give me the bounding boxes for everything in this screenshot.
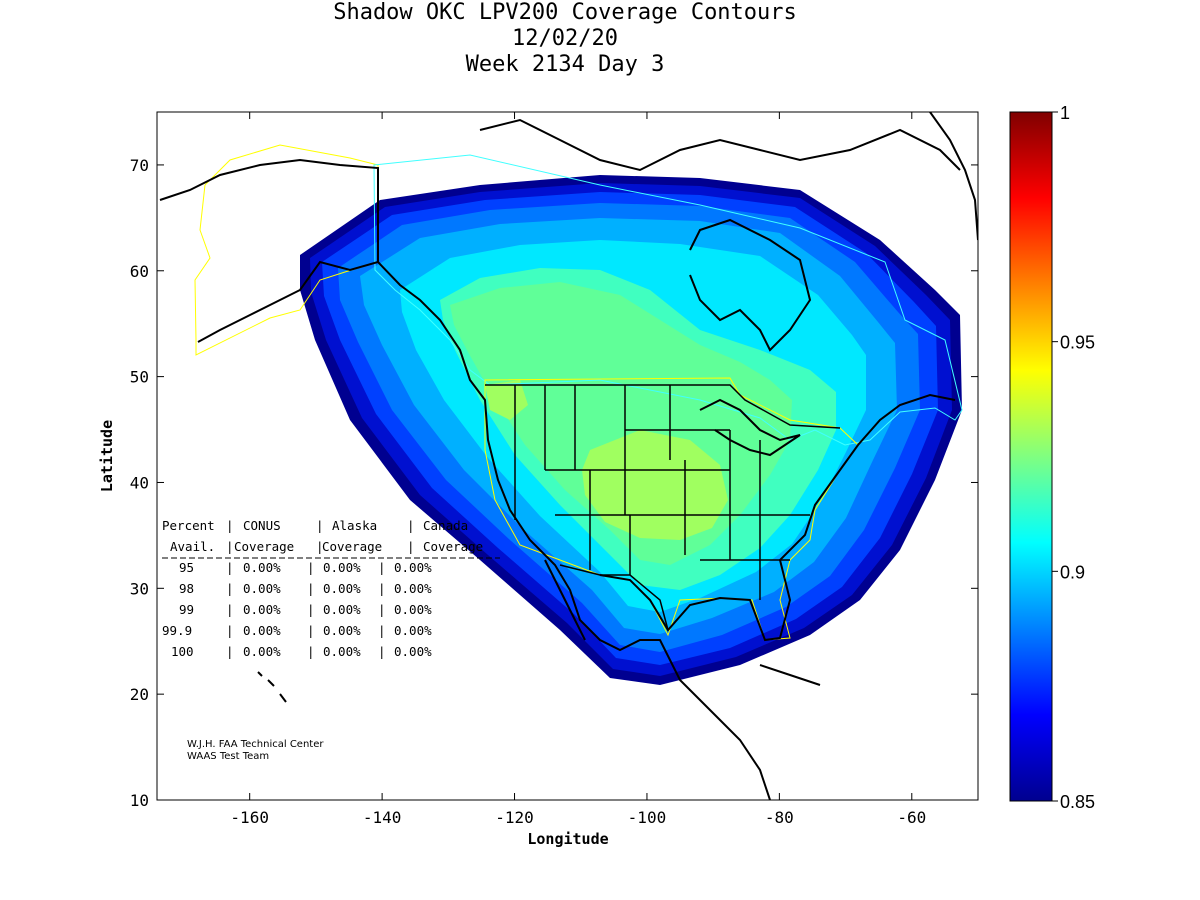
table-cell-canada: 0.00% xyxy=(394,623,432,638)
table-header-percent: Percent xyxy=(162,518,215,533)
table-rows: 95 | 0.00% | 0.00% | 0.00% 98 | 0.00% | 0.00% | 0.00%… xyxy=(162,560,432,659)
y-tick-label: 20 xyxy=(130,685,149,704)
y-tick-label: 40 xyxy=(130,473,149,492)
colorbar-tick-label: 1 xyxy=(1060,103,1070,123)
table-cell-canada: 0.00% xyxy=(394,560,432,575)
table-cell-pct: 99.9 xyxy=(162,623,192,638)
state-borders xyxy=(485,384,841,631)
x-tick-label: -100 xyxy=(628,808,667,827)
x-axis-label: Longitude xyxy=(527,830,608,848)
table-sep: | xyxy=(378,602,386,617)
table-cell-pct: 98 xyxy=(179,581,194,596)
x-tick-label: -80 xyxy=(765,808,794,827)
credit-line-1: W.J.H. FAA Technical Center xyxy=(187,739,324,750)
table-cell-conus: 0.00% xyxy=(243,581,281,596)
colorbar-tick-label: 0.9 xyxy=(1060,562,1085,582)
table-sep: | xyxy=(316,518,324,533)
y-tick-label: 10 xyxy=(130,791,149,810)
table-header-canada-coverage: Coverage xyxy=(423,539,483,554)
table-sep: | xyxy=(226,623,234,638)
y-tick-label: 50 xyxy=(130,368,149,387)
table-sep: | xyxy=(226,602,234,617)
x-tick-label: -140 xyxy=(363,808,402,827)
table-cell-pct: 95 xyxy=(179,560,194,575)
table-cell-alaska: 0.00% xyxy=(323,581,361,596)
table-cell-alaska: 0.00% xyxy=(323,623,361,638)
canada-boundary xyxy=(373,154,963,446)
table-header-conus-coverage: Coverage xyxy=(234,539,294,554)
y-tick-label: 30 xyxy=(130,579,149,598)
colorbar-ticks: 1 0.95 0.9 0.85 xyxy=(1052,103,1095,812)
us-canada-border xyxy=(485,384,841,429)
table-sep: | xyxy=(307,602,315,617)
table-header-avail: Avail. xyxy=(170,539,215,554)
table-sep: | xyxy=(407,539,415,554)
coverage-table: Percent | CONUS | Alaska | Canada Avail.… xyxy=(162,518,500,659)
y-tick-label: 60 xyxy=(130,262,149,281)
colorbar-tick-label: 0.85 xyxy=(1060,792,1095,812)
coverage-contours xyxy=(300,175,962,685)
table-header-conus: CONUS xyxy=(243,518,281,533)
table-cell-canada: 0.00% xyxy=(394,581,432,596)
arctic-islands xyxy=(479,118,961,172)
table-cell-pct: 99 xyxy=(179,602,194,617)
table-sep: | xyxy=(307,560,315,575)
table-cell-conus: 0.00% xyxy=(243,602,281,617)
table-sep: | xyxy=(378,560,386,575)
table-header-alaska-coverage: Coverage xyxy=(322,539,382,554)
cuba xyxy=(759,664,821,686)
greenland xyxy=(929,112,978,241)
table-sep: | xyxy=(407,518,415,533)
table-sep: | xyxy=(226,539,234,554)
table-sep: | xyxy=(226,644,234,659)
x-ticks: -160 -140 -120 -100 -80 -60 xyxy=(230,112,926,827)
table-sep: | xyxy=(378,581,386,596)
credit-line-2: WAAS Test Team xyxy=(187,751,269,762)
great-lakes xyxy=(699,398,801,457)
table-cell-conus: 0.00% xyxy=(243,623,281,638)
table-sep: | xyxy=(226,581,234,596)
state-grid xyxy=(514,385,810,600)
hawaii xyxy=(257,671,287,703)
colorbar xyxy=(1009,111,1053,802)
table-header-canada: Canada xyxy=(423,518,468,533)
table-sep: | xyxy=(378,644,386,659)
us-mexico-border xyxy=(559,564,669,631)
x-tick-label: -120 xyxy=(495,808,534,827)
colorbar-tick-label: 0.95 xyxy=(1060,333,1095,353)
coastlines xyxy=(159,112,978,800)
table-cell-alaska: 0.00% xyxy=(323,602,361,617)
table-sep: | xyxy=(307,623,315,638)
table-cell-alaska: 0.00% xyxy=(323,560,361,575)
plot-frame xyxy=(156,111,979,801)
baja xyxy=(544,559,586,641)
table-cell-canada: 0.00% xyxy=(394,644,432,659)
table-sep: | xyxy=(307,644,315,659)
y-tick-label: 70 xyxy=(130,156,149,175)
table-sep: | xyxy=(378,623,386,638)
west-coast xyxy=(377,261,771,800)
table-cell-conus: 0.00% xyxy=(243,644,281,659)
y-axis-label: Latitude xyxy=(98,420,116,492)
table-cell-canada: 0.00% xyxy=(394,602,432,617)
table-sep: | xyxy=(226,560,234,575)
table-cell-alaska: 0.00% xyxy=(323,644,361,659)
table-sep: | xyxy=(226,518,234,533)
contour-0-93 xyxy=(582,430,728,540)
table-sep: | xyxy=(307,581,315,596)
table-cell-pct: 100 xyxy=(171,644,194,659)
chart-week-day: Week 2134 Day 3 xyxy=(465,52,665,77)
y-ticks: 10 20 30 40 50 60 70 xyxy=(130,156,978,810)
x-tick-label: -160 xyxy=(230,808,269,827)
chart-date: 12/02/20 xyxy=(512,26,618,51)
x-tick-label: -60 xyxy=(897,808,926,827)
table-header-alaska: Alaska xyxy=(332,518,377,533)
chart-title: Shadow OKC LPV200 Coverage Contours xyxy=(333,0,797,25)
alaska-boundary xyxy=(194,144,379,356)
table-cell-conus: 0.00% xyxy=(243,560,281,575)
contour-0-93-north xyxy=(485,380,528,420)
hudson-bay xyxy=(689,218,812,352)
table-sep: | xyxy=(316,539,324,554)
